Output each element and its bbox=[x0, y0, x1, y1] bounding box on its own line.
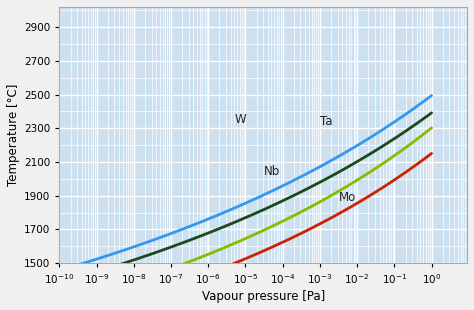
Y-axis label: Temperature [°C]: Temperature [°C] bbox=[7, 84, 20, 186]
Text: Ta: Ta bbox=[320, 115, 332, 128]
Text: W: W bbox=[234, 113, 246, 126]
Text: Nb: Nb bbox=[264, 166, 280, 179]
Text: Mo: Mo bbox=[338, 191, 356, 204]
X-axis label: Vapour pressure [Pa]: Vapour pressure [Pa] bbox=[201, 290, 325, 303]
